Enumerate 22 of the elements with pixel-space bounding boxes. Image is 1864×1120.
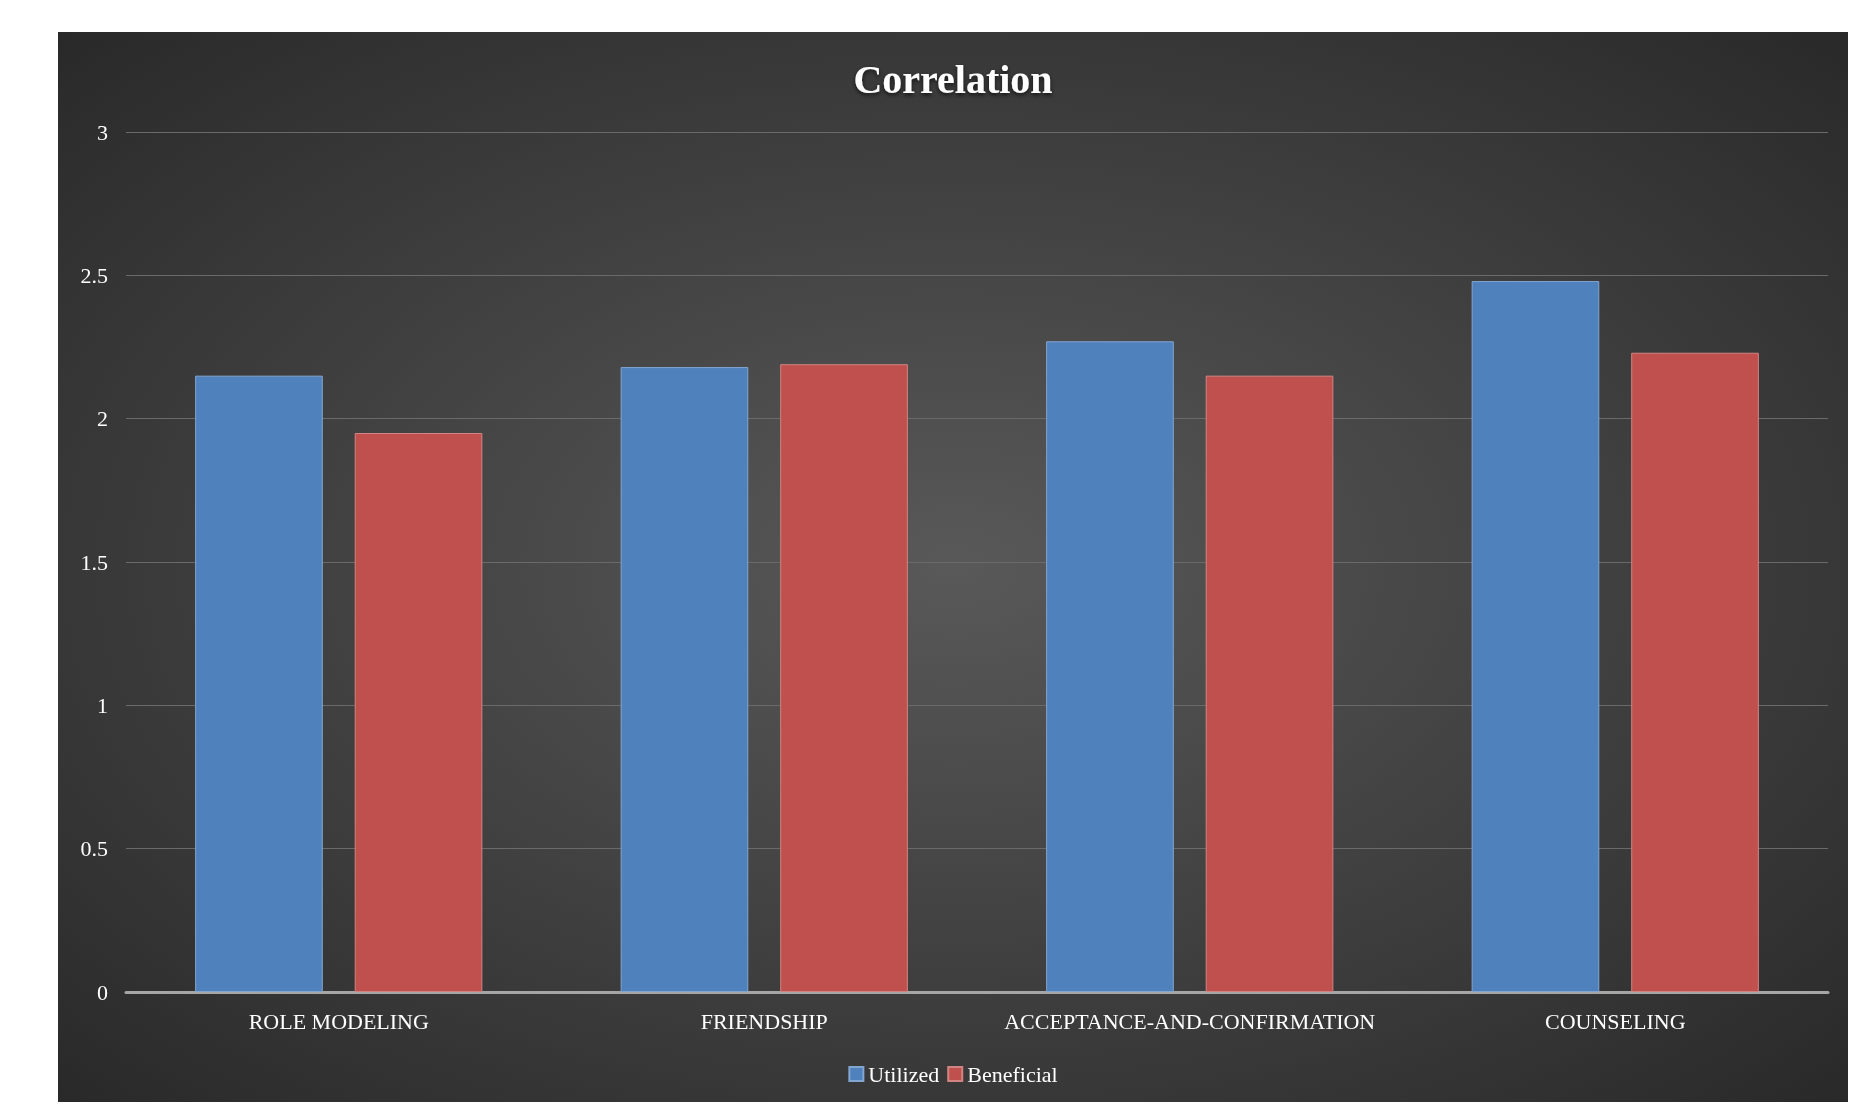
bar [620, 367, 749, 992]
x-tick-label: COUNSELING [1544, 1008, 1686, 1034]
y-tick-label: 0 [97, 979, 108, 1005]
y-tick-label: 1 [97, 692, 108, 718]
bar [195, 375, 323, 992]
bar [780, 364, 908, 992]
x-tick-label: FRIENDSHIP [700, 1008, 828, 1034]
chart-title: Correlation [853, 56, 1053, 102]
legend-label: Utilized [868, 1061, 940, 1087]
bar [1471, 281, 1600, 992]
bar [1205, 375, 1334, 992]
y-tick-label: 0.5 [80, 836, 108, 862]
x-tick-label: ROLE MODELING [248, 1008, 429, 1034]
y-tick-label: 1.5 [80, 549, 108, 575]
bar [1046, 341, 1174, 992]
bar [1631, 352, 1759, 992]
bar [354, 433, 483, 992]
y-tick-label: 3 [97, 119, 108, 145]
y-tick-label: 2.5 [80, 262, 108, 288]
x-tick-label: ACCEPTANCE-AND-CONFIRMATION [1004, 1008, 1376, 1034]
legend-label: Beneficial [967, 1061, 1058, 1087]
y-tick-label: 2 [97, 406, 108, 432]
